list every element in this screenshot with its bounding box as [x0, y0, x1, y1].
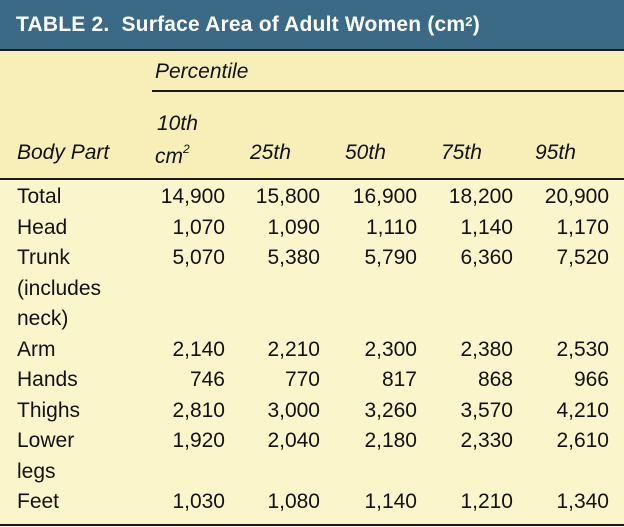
- table-cell-value: 746: [189, 368, 225, 391]
- column-header-10th: 10th: [157, 112, 198, 135]
- table-cell-value: 5,070: [172, 246, 225, 269]
- column-header-body-part: Body Part: [17, 141, 110, 164]
- table-cell-value: 868: [477, 368, 513, 391]
- body-part-label: Trunk: [17, 246, 70, 269]
- table-cell-value: 3,570: [460, 398, 513, 422]
- title-prefix: TABLE 2.: [16, 12, 110, 36]
- table-cell-value: 2,330: [460, 429, 513, 452]
- table-cell-value: 3,260: [364, 398, 417, 422]
- body-part-label: neck): [17, 307, 69, 330]
- body-part-label: (includes: [17, 276, 102, 300]
- table-cell-value: 1,080: [267, 490, 320, 513]
- table-cell-value: 1,920: [172, 429, 225, 452]
- table-cell-value: 817: [381, 368, 417, 391]
- table-cell-value: 770: [284, 368, 320, 391]
- table-cell-value: 1,030: [172, 490, 225, 513]
- table-cell-value: 2,380: [460, 337, 513, 361]
- column-header-95th: 95th: [535, 141, 576, 164]
- percentile-rule: [152, 90, 624, 92]
- body-part-label: Head: [17, 215, 68, 239]
- table-cell-value: 14,900: [160, 185, 225, 208]
- table-cell-value: 2,810: [172, 398, 225, 422]
- table-cell-value: 1,140: [460, 215, 513, 239]
- table-title: TABLE 2. Surface Area of Adult Women (cm…: [0, 0, 624, 49]
- unit-label: cm2: [155, 137, 190, 171]
- table-cell-value: 1,110: [366, 215, 417, 239]
- body-part-label: Arm: [17, 337, 56, 361]
- table-cell-value: 20,900: [544, 185, 609, 208]
- column-header-25th: 25th: [250, 141, 291, 164]
- table-cell-value: 1,170: [556, 215, 609, 239]
- header-top-rule: [0, 49, 624, 51]
- table-cell-value: 1,070: [172, 215, 225, 239]
- header-bottom-rule: [0, 178, 624, 180]
- table-cell-value: 4,210: [556, 398, 609, 422]
- table-cell-value: 1,140: [364, 490, 417, 513]
- table-bottom-rule: [0, 524, 624, 526]
- table-cell-value: 2,140: [172, 337, 225, 361]
- table-cell-value: 5,380: [267, 246, 320, 269]
- title-suffix: ): [472, 12, 480, 36]
- body-part-label: Feet: [17, 490, 60, 513]
- table-cell-value: 2,210: [267, 337, 320, 361]
- table-cell-value: 1,210: [460, 490, 513, 513]
- table-cell-value: 15,800: [255, 185, 320, 208]
- body-part-label: Thighs: [17, 398, 81, 422]
- table-cell-value: 6,360: [460, 246, 513, 269]
- body-part-label: Hands: [17, 368, 78, 391]
- table-cell-value: 1,090: [267, 215, 320, 239]
- table-cell-value: 2,040: [267, 429, 320, 452]
- column-header-50th: 50th: [345, 141, 386, 164]
- table-cell-value: 2,300: [364, 337, 417, 361]
- table-body: [0, 179, 624, 527]
- table-cell-value: 2,180: [364, 429, 417, 452]
- table-cell-value: 5,790: [364, 246, 417, 269]
- body-part-label: legs: [17, 459, 56, 483]
- table-cell-value: 16,900: [352, 185, 417, 208]
- table-header: [0, 49, 624, 179]
- column-header-75th: 75th: [441, 141, 482, 164]
- table-cell-value: 1,340: [556, 490, 609, 513]
- title-superscript: 2: [465, 14, 473, 29]
- table-cell-value: 3,000: [267, 398, 320, 422]
- table-cell-value: 2,610: [556, 429, 609, 452]
- body-part-label: Total: [17, 185, 62, 208]
- unit-superscript: 2: [183, 142, 190, 156]
- table-cell-value: 966: [573, 368, 609, 391]
- table-cell-value: 18,200: [448, 185, 513, 208]
- unit-text: cm: [155, 145, 183, 168]
- table-cell-value: 2,530: [556, 337, 609, 361]
- body-part-label: Lower: [17, 429, 75, 452]
- percentile-label: Percentile: [155, 60, 249, 83]
- table-cell-value: 7,520: [556, 246, 609, 269]
- title-text: Surface Area of Adult Women (cm: [121, 12, 466, 36]
